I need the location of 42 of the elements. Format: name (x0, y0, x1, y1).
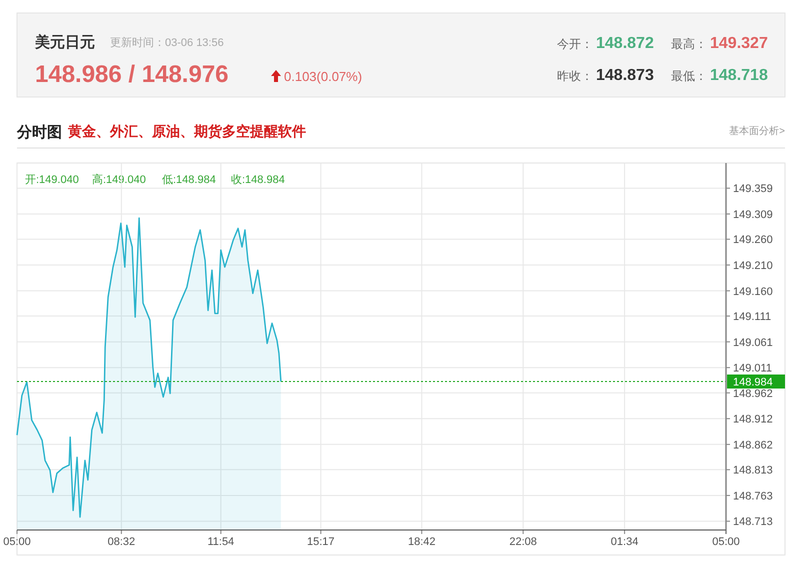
x-tick-label: 01:34 (610, 536, 638, 548)
y-tick-label: 148.862 (733, 439, 773, 452)
y-tick-label: 148.763 (733, 490, 773, 502)
y-tick-label: 149.309 (733, 208, 773, 221)
text: 148.718 (710, 67, 768, 84)
x-tick-label: 18:42 (408, 536, 436, 548)
y-tick-label: 149.260 (733, 234, 773, 246)
y-tick-label: 149.011 (733, 362, 772, 375)
x-tick-label: 08:32 (108, 536, 136, 548)
text: 黄金、外汇、原油、期货多空提醒软件 (67, 123, 306, 139)
chart-title: 美元日元 (34, 33, 95, 51)
text: 148.872 (596, 35, 654, 52)
y-tick-label: 148.713 (733, 516, 773, 528)
text: 148.986 / 148.976 (35, 61, 229, 88)
annotation: 收:148.984 (231, 174, 285, 186)
annotation: 低:148.984 (162, 174, 216, 186)
x-tick-label: 22:08 (509, 536, 537, 548)
y-tick-label: 149.210 (733, 260, 773, 272)
annotation: 高:149.040 (92, 173, 146, 186)
x-tick-label: 15:17 (307, 536, 335, 548)
y-tick-label: 149.359 (733, 183, 773, 196)
text: 昨收： (557, 69, 593, 83)
y-tick-label: 148.912 (733, 414, 773, 426)
y-tick-label: 149.061 (733, 336, 773, 349)
y-tick-label: 149.160 (733, 286, 773, 298)
text: 最低： (671, 69, 707, 83)
y-tick-label: 148.962 (733, 388, 773, 400)
x-tick-label: 05:00 (712, 536, 740, 548)
x-tick-label: 11:54 (207, 536, 234, 548)
text: 分时图 (16, 124, 62, 141)
y-tick-label: 148.813 (733, 464, 773, 477)
text: 0.103(0.07%) (284, 69, 362, 84)
chart-subtitle: 更新时间：03-06 13:56 (110, 36, 224, 49)
annotation: 开:149.040 (25, 174, 79, 186)
y-tick-label: 149.111 (733, 311, 772, 324)
text: 今开： (557, 37, 593, 51)
text: 148.873 (596, 67, 654, 84)
text: 基本面分析> (729, 125, 786, 137)
text: 最高： (671, 37, 707, 51)
x-tick-label: 05:00 (3, 536, 31, 548)
text: 149.327 (710, 35, 768, 52)
ref-line-label: 148.984 (733, 376, 773, 389)
